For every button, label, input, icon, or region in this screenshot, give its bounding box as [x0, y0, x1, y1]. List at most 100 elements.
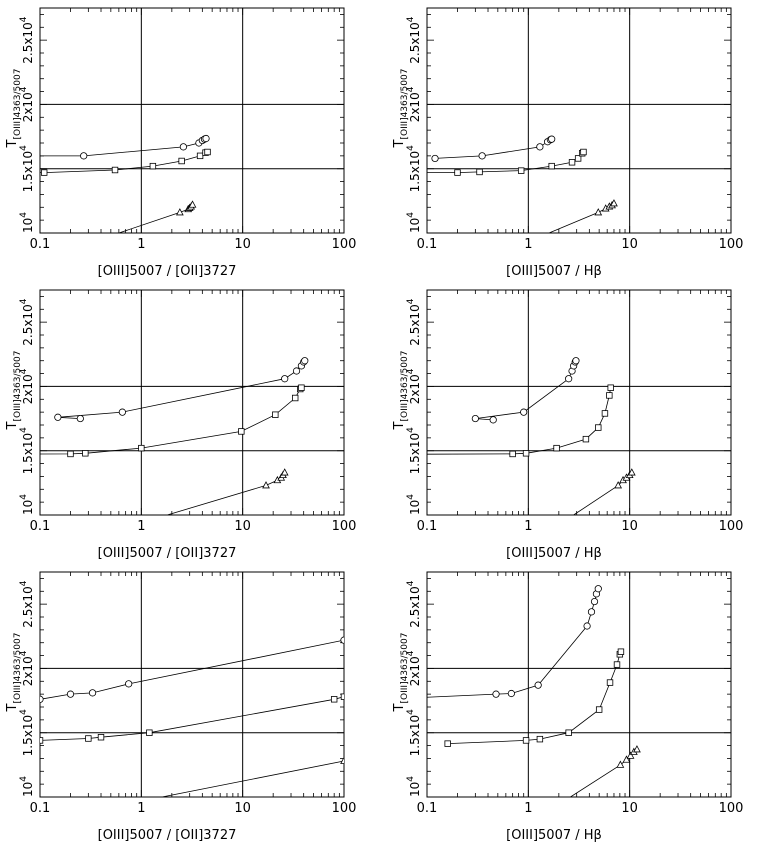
y-axis-label-sub: [OIII]4363/5007: [400, 633, 410, 704]
data-point-square: [40, 169, 48, 176]
y-tick-label: 104: [406, 776, 422, 797]
data-point-square: [617, 648, 625, 655]
x-tick-label: 0.1: [30, 237, 51, 252]
data-point-circle: [125, 680, 133, 688]
x-axis-label: [OIII]5007 / Hβ: [506, 264, 602, 279]
y-tick-label: 2.5x104: [406, 298, 422, 345]
y-tick-label: 2.5x104: [406, 580, 422, 627]
data-point-square: [67, 450, 74, 458]
x-tick-label: 10: [621, 801, 638, 816]
y-tick-label: 2x104: [406, 368, 422, 404]
y-tick-label: 104: [406, 212, 422, 233]
data-point-square: [580, 148, 587, 156]
y-tick-label: 1.5x104: [19, 709, 35, 756]
data-point-square: [606, 392, 613, 399]
x-tick-label: 0.1: [30, 519, 51, 534]
data-point-square: [149, 162, 157, 170]
series-line-square: [40, 387, 302, 455]
data-point-square: [444, 740, 451, 747]
data-point-square: [97, 734, 105, 741]
data-point-square: [85, 735, 92, 742]
data-point-square: [606, 679, 614, 686]
data-point-square: [454, 169, 461, 176]
x-tick-label: 1: [137, 519, 145, 534]
plot-area: [40, 636, 344, 797]
data-point-triangle: [280, 468, 289, 476]
chart-panel-top-right: 0.1 1 10 100 104 1.5x104 2x104 2.5x104 [OIII]500…: [392, 7, 744, 279]
chart-panel-middle-right: 0.1 1 10 100 104 1.5x104 2x104 2.5x104 [OIII]500…: [392, 289, 744, 561]
x-axis-label: [OIII]5007 / Hβ: [506, 828, 602, 843]
y-axis-label-main: T: [392, 139, 407, 148]
data-point-circle: [179, 143, 187, 151]
x-axis-label: [OIII]5007 / [OII]3727: [98, 828, 237, 843]
data-point-square: [574, 155, 582, 162]
x-tick-label: 10: [621, 237, 638, 252]
data-point-circle: [202, 134, 210, 143]
y-tick-label: 104: [406, 494, 422, 515]
plot-frame: [39, 289, 345, 516]
y-axis-label-main: T: [392, 421, 407, 430]
data-point-circle: [80, 152, 88, 160]
y-tick-label: 104: [19, 776, 35, 797]
plot-frame: [426, 571, 732, 798]
data-point-circle: [587, 608, 596, 616]
data-point-square: [536, 735, 544, 743]
y-axis-label-sub: [OIII]4363/5007: [13, 633, 23, 704]
chart-panel-bottom-right: 0.1 1 10 100 104 1.5x104 2x104 2.5x104 [OIII]500…: [392, 571, 743, 843]
data-point-circle: [66, 690, 75, 698]
x-tick-label: 1: [524, 801, 532, 816]
x-tick-label: 0.1: [417, 519, 438, 534]
data-point-square: [548, 162, 555, 170]
data-point-circle: [590, 597, 599, 606]
data-point-circle: [40, 695, 44, 703]
data-point-square: [613, 661, 621, 668]
x-tick-label: 100: [719, 519, 744, 534]
data-point-triangle: [262, 481, 270, 489]
series-line-circle: [57, 360, 306, 419]
y-axis-label: T[OIII]4363/5007: [392, 69, 410, 149]
x-tick-label: 10: [234, 519, 251, 534]
x-tick-label: 0.1: [417, 237, 438, 252]
data-point-square: [565, 729, 572, 736]
x-tick-label: 100: [719, 237, 744, 252]
data-point-circle: [478, 152, 486, 160]
data-point-circle: [489, 416, 497, 424]
data-point-triangle: [614, 481, 623, 489]
y-axis-label-main: T: [5, 421, 20, 430]
data-point-square: [111, 166, 119, 174]
data-point-circle: [594, 585, 602, 593]
data-point-circle: [118, 408, 126, 416]
y-axis-label-main: T: [5, 139, 20, 148]
y-tick-label: 1.5x104: [406, 709, 422, 756]
data-point-square: [568, 159, 576, 166]
data-point-circle: [534, 681, 542, 689]
data-point-square: [607, 384, 614, 391]
data-point-circle: [583, 622, 591, 630]
y-axis-label: T[OIII]4363/5007: [392, 633, 410, 713]
x-tick-label: 10: [621, 519, 638, 534]
x-tick-label: 1: [137, 801, 145, 816]
y-tick-label: 2x104: [406, 86, 422, 122]
data-point-triangle: [188, 200, 197, 208]
data-point-square: [298, 384, 305, 391]
y-tick-label: 2x104: [19, 650, 35, 686]
data-point-circle: [301, 357, 309, 365]
plot-area: [40, 357, 309, 515]
y-tick-label: 104: [19, 212, 35, 233]
plot-area: [427, 357, 636, 515]
y-tick-label: 2x104: [19, 368, 35, 404]
data-point-triangle: [610, 199, 618, 207]
data-point-circle: [54, 413, 62, 421]
data-point-square: [238, 428, 245, 435]
data-point-square: [522, 450, 530, 457]
y-axis-label: T[OIII]4363/5007: [5, 69, 23, 149]
y-axis-label: T[OIII]4363/5007: [5, 351, 23, 431]
x-tick-label: 10: [234, 801, 251, 816]
y-tick-label: 1.5x104: [19, 145, 35, 192]
data-point-square: [595, 424, 602, 431]
y-axis-label-main: T: [5, 703, 20, 712]
y-axis-label-sub: [OIII]4363/5007: [13, 351, 23, 422]
series-line-triangle: [167, 472, 286, 515]
y-tick-label: 2.5x104: [406, 16, 422, 63]
